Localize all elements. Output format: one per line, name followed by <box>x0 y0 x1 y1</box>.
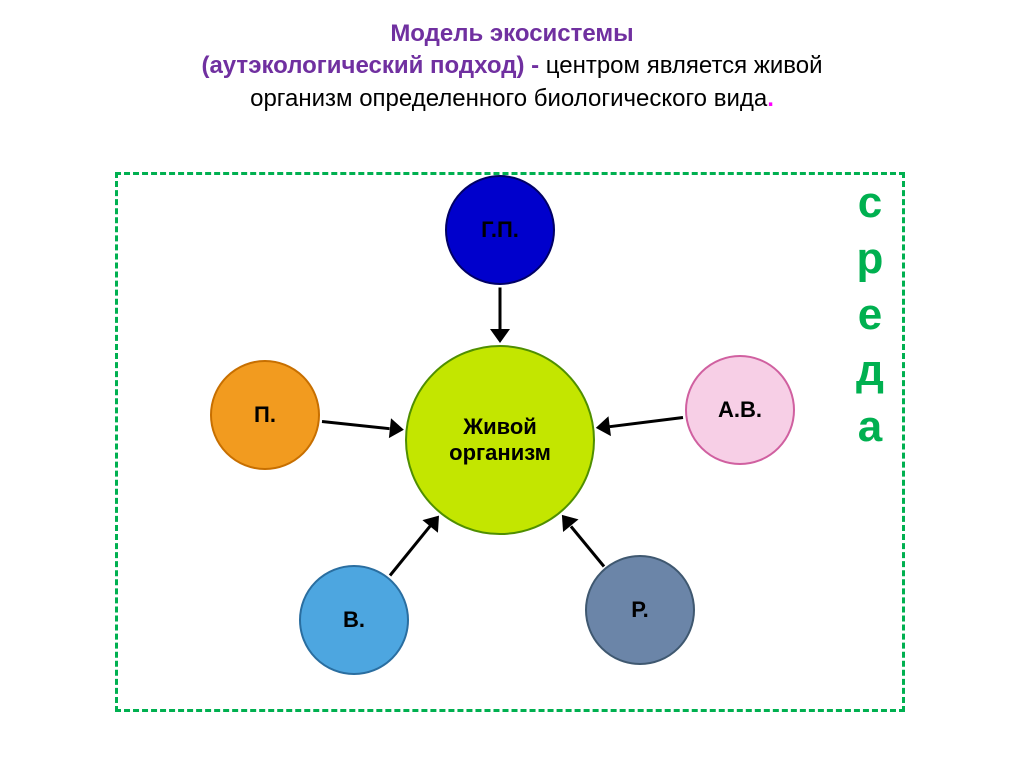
environment-label: среда <box>856 180 884 460</box>
node-label: Р. <box>631 597 649 623</box>
center-label-2: организм <box>449 440 551 465</box>
node-label: А.В. <box>718 397 762 423</box>
outer-node-av: А.В. <box>685 355 795 465</box>
center-node: Живойорганизм <box>405 345 595 535</box>
outer-node-v: В. <box>299 565 409 675</box>
node-label: Г.П. <box>481 217 519 243</box>
outer-node-p: П. <box>210 360 320 470</box>
node-label: В. <box>343 607 365 633</box>
title-block: Модель экосистемы (аутэкологический подх… <box>0 0 1024 115</box>
outer-node-gp: Г.П. <box>445 175 555 285</box>
title-dot: . <box>767 85 774 112</box>
title-line2-rest: центром является живой <box>546 52 823 79</box>
outer-node-r: Р. <box>585 555 695 665</box>
center-label-1: Живой <box>463 414 537 439</box>
node-label: П. <box>254 402 276 428</box>
arrow <box>499 287 502 329</box>
title-line1: Модель экосистемы <box>390 20 633 47</box>
title-line2-bold: (аутэкологический подход) - <box>201 52 545 79</box>
title-line3: организм определенного биологического ви… <box>250 85 767 112</box>
